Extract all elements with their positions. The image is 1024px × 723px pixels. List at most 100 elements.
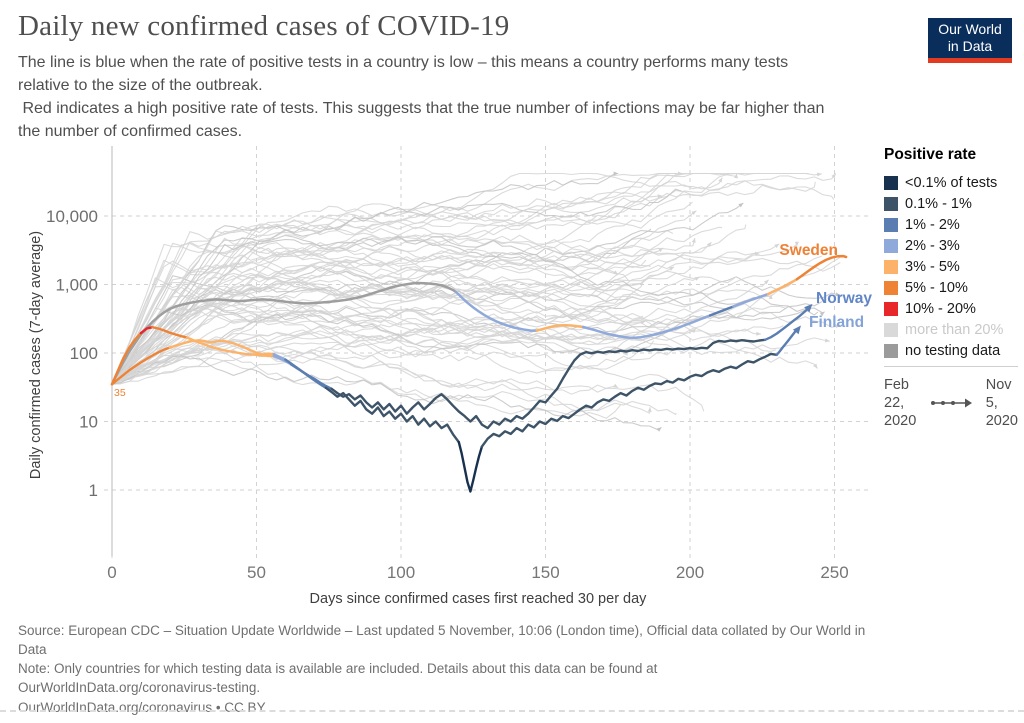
background-country-line: [111, 210, 697, 385]
line-end-arrow-icon: [813, 363, 818, 369]
background-country-line: [111, 177, 723, 385]
background-country-line: [111, 331, 671, 385]
owid-logo[interactable]: Our World in Data: [928, 18, 1012, 63]
chart-subtitle: The line is blue when the rate of positi…: [18, 51, 918, 143]
series-segment-finland[interactable]: [324, 386, 460, 444]
legend-item-1-2[interactable]: 1% - 2%: [884, 214, 1020, 235]
line-end-arrow-icon: [669, 266, 674, 271]
series-segment-finland[interactable]: [775, 328, 799, 356]
country-label-finland[interactable]: Finland: [809, 314, 864, 331]
highlighted-series: [110, 254, 848, 493]
footer-line: Data: [18, 642, 47, 658]
legend-item-0-1-1[interactable]: 0.1% - 1%: [884, 193, 1020, 214]
background-country-line: [111, 283, 755, 385]
y-tick-label: 100: [70, 344, 98, 363]
y-tick-label: 10: [79, 413, 98, 432]
background-country-line: [111, 188, 682, 385]
legend-item-5-10[interactable]: 5% - 10%: [884, 277, 1020, 298]
background-country-line: [111, 173, 685, 385]
series-segment-sweden[interactable]: [535, 323, 585, 332]
line-end-arrow-icon: [647, 407, 652, 412]
legend-label: no testing data: [905, 342, 1001, 359]
footer-line: Note: Only countries for which testing d…: [18, 661, 658, 677]
background-country-line: [111, 172, 822, 385]
x-tick-label: 0: [107, 563, 116, 582]
legend-swatch: [884, 175, 898, 190]
legend-item-0-1-of-tests[interactable]: <0.1% of tests: [884, 172, 1020, 193]
series-segment-sweden[interactable]: [795, 254, 848, 281]
background-country-line: [111, 195, 663, 385]
legend-swatch: [884, 196, 898, 211]
legend-title: Positive rate: [884, 146, 977, 163]
legend-items: <0.1% of tests 0.1% - 1% 1% - 2% 2% - 3% 3% …: [884, 172, 1020, 361]
legend-swatch: [884, 301, 898, 316]
series-segment-norway[interactable]: [330, 338, 767, 430]
line-end-arrow-icon: [656, 427, 662, 432]
legend-item-no-testing-data[interactable]: no testing data: [884, 340, 1020, 361]
series-segment-norway[interactable]: [151, 326, 189, 339]
series-segment-finland[interactable]: [272, 353, 287, 361]
series-segment-finland[interactable]: [110, 346, 171, 386]
legend-label: 5% - 10%: [905, 279, 968, 296]
date-range-start: Feb 22, 2020: [884, 377, 917, 430]
legend-item-2-3[interactable]: 2% - 3%: [884, 235, 1020, 256]
series-segment-norway[interactable]: [763, 306, 810, 341]
legend-item-10-20[interactable]: 10% - 20%: [884, 298, 1020, 319]
legend-label: 10% - 20%: [905, 300, 976, 317]
x-tick-label: 50: [247, 563, 266, 582]
country-label-norway[interactable]: Norway: [816, 290, 872, 307]
series-segment-finland[interactable]: [168, 339, 275, 356]
legend-swatch: [884, 343, 898, 358]
series-segment-finland[interactable]: [457, 440, 484, 493]
series-segment-sweden[interactable]: [581, 314, 712, 339]
chart-subtitle-line: The line is blue when the rate of positi…: [18, 54, 789, 71]
country-label-sweden[interactable]: Sweden: [779, 242, 838, 259]
line-end-arrow-icon: [835, 324, 841, 329]
line-end-arrow-icon: [613, 171, 619, 176]
chart-subtitle-line: the number of confirmed cases.: [18, 123, 243, 141]
series-segment-sweden[interactable]: [732, 292, 770, 308]
legend-label: <0.1% of tests: [905, 174, 998, 191]
background-country-line: [111, 247, 664, 385]
timeline-arrow-icon: [931, 398, 972, 408]
background-country-line: [111, 295, 697, 385]
x-tick-label: 100: [387, 563, 415, 582]
background-country-line: [111, 235, 825, 385]
series-segment-sweden[interactable]: [110, 281, 458, 386]
background-country-line: [111, 329, 818, 385]
background-country-line: [111, 341, 677, 416]
line-end-arrow-icon: [658, 247, 664, 253]
series-segment-norway[interactable]: [185, 336, 275, 358]
series-finland[interactable]: [110, 325, 801, 493]
line-chart-canvas[interactable]: 1 10 100 1,000 10,000 0 50 100 150 200 250 Daily co…: [0, 0, 1024, 620]
y-tick-label: 10,000: [46, 207, 98, 226]
series-segment-sweden[interactable]: [708, 305, 735, 317]
series-sweden[interactable]: [110, 254, 848, 386]
series-segment-norway[interactable]: [139, 326, 154, 335]
line-end-arrow-icon: [831, 173, 836, 179]
background-country-lines: [111, 171, 841, 432]
line-end-arrow-icon: [792, 325, 801, 335]
line-end-arrow-icon: [694, 276, 700, 281]
series-segment-norway[interactable]: [110, 331, 143, 386]
legend-swatch: [884, 217, 898, 232]
background-country-line: [111, 229, 674, 385]
background-country-line: [111, 228, 652, 385]
background-country-line: [111, 224, 747, 385]
series-segment-sweden[interactable]: [766, 278, 799, 296]
line-end-arrow-icon: [756, 331, 761, 336]
legend-label: 1% - 2%: [905, 216, 960, 233]
line-end-arrow-icon: [774, 243, 780, 249]
line-end-arrow-icon: [768, 294, 773, 300]
legend-item-3-5[interactable]: 3% - 5%: [884, 256, 1020, 277]
series-segment-sweden[interactable]: [454, 290, 539, 332]
background-country-line: [111, 201, 693, 385]
legend-item-more-than-20[interactable]: more than 20%: [884, 319, 1020, 340]
background-country-line: [111, 327, 830, 385]
page-title: Daily new confirmed cases of COVID-19: [18, 10, 510, 42]
background-country-line: [111, 237, 647, 385]
series-segment-finland[interactable]: [480, 352, 778, 448]
line-end-arrow-icon: [794, 241, 799, 247]
series-norway[interactable]: [110, 303, 813, 430]
series-segment-finland[interactable]: [284, 358, 328, 389]
